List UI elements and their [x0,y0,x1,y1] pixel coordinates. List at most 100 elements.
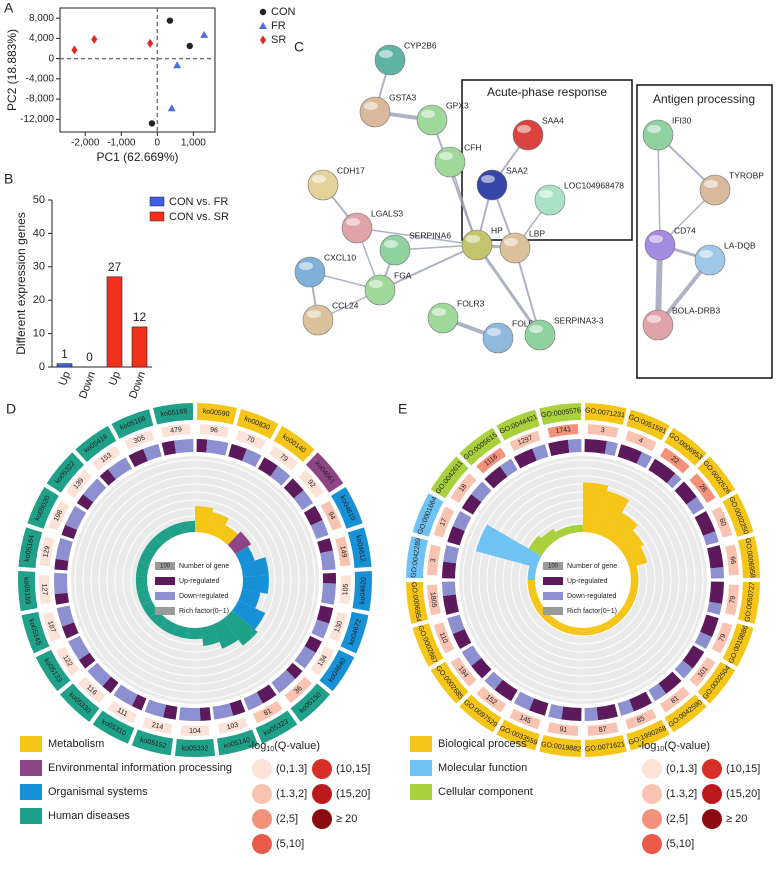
group-legend-label: Molecular function [438,762,527,774]
rich-factor-bar [555,621,571,634]
down-regulated [710,567,724,579]
grid-ring [74,459,316,701]
q-legend-label: (15,20] [336,788,370,800]
x-tick-label: -2,000 [71,138,100,149]
down-regulated [311,619,330,639]
node-highlight [487,328,501,336]
node [499,232,531,264]
center-legend-swatch [543,592,563,600]
q-legend-label: (0,1.3] [276,763,307,775]
group-band [340,611,369,654]
gene-count: 70 [246,435,256,444]
gene-count: 305 [133,434,147,445]
node-highlight [539,190,553,198]
gene-count: 110 [438,631,449,644]
gene-count: 94 [326,511,336,521]
edge [356,227,478,246]
group-legend-swatch [410,736,432,752]
group-band [331,486,363,529]
point [166,17,174,24]
q-legend-title-part: -log [248,740,266,752]
group-band [18,527,43,569]
group-band [255,710,298,744]
gene-count: 4 [638,437,644,445]
grid-ring [478,475,688,685]
node [307,169,339,201]
rich-factor-bar [231,600,266,630]
up-regulated [442,594,459,615]
gene-count-cell [711,622,733,654]
node-highlight [481,175,495,183]
gene-count-cell [725,544,739,576]
up-regulated [196,439,208,453]
gene-count: 85 [636,715,646,724]
group-band [722,623,754,667]
grid-ring [90,475,300,685]
q-legend-title-part: (Q-value) [664,740,710,752]
center-legend-label: Rich factor(0~1) [567,608,617,615]
x-tick-label: Down [77,370,98,401]
plot-frame [59,7,216,133]
group-band [697,456,736,499]
node-label: LGALS3 [371,208,403,218]
rich-factor-bar [616,604,631,620]
node [416,104,448,136]
node [642,309,674,341]
up-regulated [471,657,492,679]
group-band [46,452,85,493]
node-label: CDH17 [337,165,365,175]
node [534,184,566,216]
rich-factor-bar [528,535,550,556]
q-legend-swatch [702,809,722,829]
legend-swatch [149,196,165,207]
down-regulated [674,660,693,679]
gene-count: 130 [334,620,344,633]
rich-factor-bar [595,490,630,539]
gene-count-cell [66,469,92,498]
node [302,304,334,336]
up-regulated [707,545,724,569]
q-legend-title-part: (Q-value) [274,740,320,752]
q-legend-label: (1.3,2] [276,788,307,800]
down-regulated [532,444,549,461]
gene-count-cell [509,708,541,730]
down-regulated [144,699,166,718]
node [341,212,373,244]
y-tick-label: -8,000 [26,94,55,105]
rich-factor-bar [624,546,648,568]
down-regulated [452,510,472,532]
group-box [636,84,773,379]
node-highlight [466,235,480,243]
gene-count-cell [310,646,334,676]
gene-count: 92 [306,479,316,490]
y-axis-label: Different expression genes [14,212,28,355]
down-regulated [56,605,75,627]
q-legend-swatch [312,809,332,829]
node-label: HP [491,225,503,235]
gene-count: 1805 [428,592,437,608]
group-legend-swatch [410,760,432,776]
up-regulated [709,581,724,604]
point [91,34,98,44]
center-legend-swatch [543,577,563,585]
center-legend-label: Rich factor(0~1) [179,608,229,615]
gene-count: 36 [293,685,304,696]
down-regulated [567,439,582,453]
point [147,38,154,48]
down-regulated [270,465,291,486]
group-band [305,452,344,493]
rich-factor-bar [583,482,609,534]
gene-count: 214 [151,722,164,732]
legend-marker [259,22,267,29]
node-label: BOLA-DRB3 [672,305,720,315]
node-highlight [529,325,543,333]
node-label: IFI30 [672,115,692,125]
q-legend-swatch [702,759,722,779]
node-label: SAA2 [506,165,528,175]
group-legend-label: Organismal systems [48,786,148,798]
q-legend-swatch [312,759,332,779]
node-label: GSTA3 [389,92,417,102]
gene-count-cell [124,430,155,450]
center-legend-label: Down-regulated [567,593,617,600]
gene-count-cell [547,424,579,438]
